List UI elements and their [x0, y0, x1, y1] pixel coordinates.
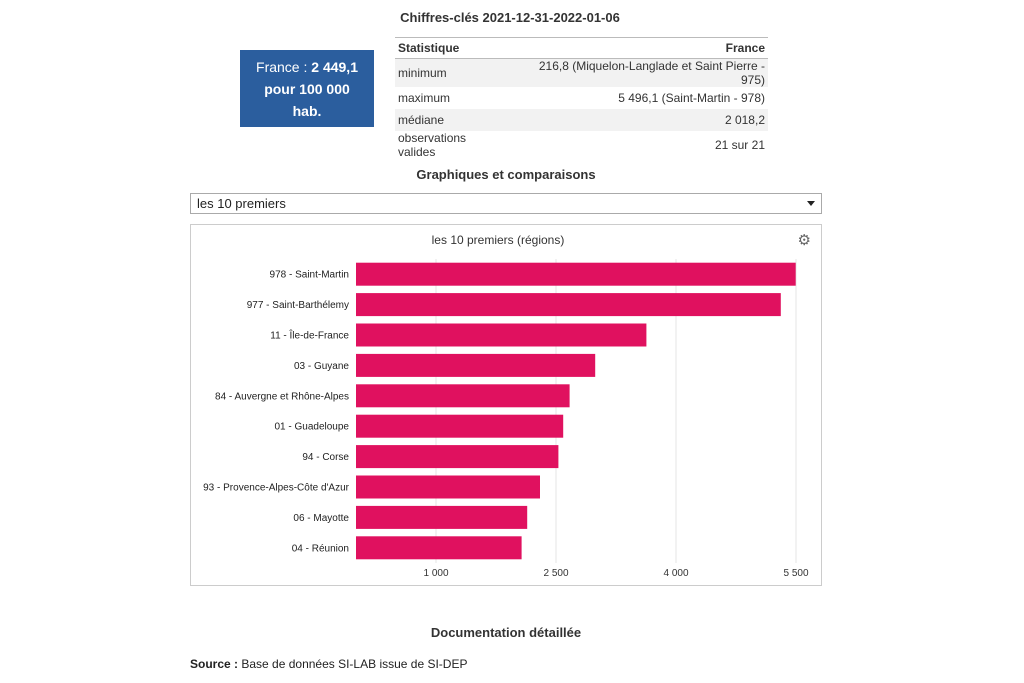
row-label: médiane [395, 109, 510, 131]
table-row: minimum 216,8 (Miquelon-Langlade et Sain… [395, 58, 768, 87]
category-label: 04 - Réunion [292, 543, 349, 554]
key-figures-table: Statistique France minimum 216,8 (Miquel… [395, 37, 768, 159]
bar [356, 293, 781, 317]
ranking-select-value: les 10 premiers [197, 196, 286, 211]
table-row: médiane 2 018,2 [395, 109, 768, 131]
ranking-select[interactable]: les 10 premiers [190, 193, 822, 214]
category-label: 977 - Saint-Barthélemy [247, 300, 349, 311]
chart-title: les 10 premiers (régions) [432, 233, 565, 247]
kpi-unit: pour 100 000 hab. [264, 81, 350, 119]
chevron-down-icon [807, 201, 815, 206]
bar [356, 505, 528, 529]
bar [356, 536, 522, 560]
bar [356, 384, 570, 408]
row-label: maximum [398, 91, 451, 105]
row-label: observations valides [398, 131, 467, 159]
bar-chart: les 10 premiers (régions) 1 000 2 500 4 000… [203, 233, 809, 579]
bar [356, 262, 796, 286]
x-tick-label: 1 000 [423, 568, 448, 579]
kpi-box: France : 2 449,1 pour 100 000 hab. [240, 50, 374, 127]
source-line: Source : Base de données SI-LAB issue de… [190, 657, 467, 671]
x-tick-label: 5 500 [783, 568, 808, 579]
category-label: 93 - Provence-Alpes-Côte d'Azur [203, 483, 350, 494]
comparisons-title: Graphiques et comparaisons [416, 167, 596, 182]
source-text: Base de données SI-LAB issue de SI-DEP [238, 657, 468, 671]
table-header-france: France [509, 37, 768, 59]
chart-container: ⚙ les 10 premiers (régions) 1 000 2 500 4 0… [190, 224, 822, 586]
category-label: 11 - Île-de-France [270, 329, 349, 342]
kpi-value: 2 449,1 [311, 59, 358, 75]
table-header-statistic: Statistique [395, 37, 510, 59]
category-label: 978 - Saint-Martin [270, 270, 349, 281]
table-row: observations valides 21 sur 21 [395, 131, 768, 159]
category-label: 84 - Auvergne et Rhône-Alpes [215, 391, 349, 402]
table-row: maximum 5 496,1 (Saint-Martin - 978) [395, 87, 768, 109]
category-label: 03 - Guyane [294, 361, 349, 372]
category-label: 94 - Corse [302, 452, 349, 463]
category-label: 01 - Guadeloupe [274, 422, 349, 433]
bar [356, 445, 559, 469]
x-tick-label: 2 500 [543, 568, 568, 579]
documentation-title[interactable]: Documentation détaillée [430, 625, 582, 640]
key-figures-title: Chiffres-clés 2021-12-31-2022-01-06 [400, 10, 620, 25]
bar [356, 414, 564, 438]
gear-icon[interactable]: ⚙ [797, 232, 811, 249]
row-label: minimum [395, 58, 510, 87]
row-value: 216,8 (Miquelon-Langlade et Saint Pierre… [509, 58, 768, 87]
source-label: Source : [190, 657, 239, 671]
row-value: 2 018,2 [509, 109, 768, 131]
kpi-prefix: France : [256, 59, 312, 75]
bar [356, 475, 540, 499]
bar [356, 353, 596, 377]
category-label: 06 - Mayotte [293, 513, 349, 524]
x-tick-label: 4 000 [663, 568, 688, 579]
row-value: 5 496,1 (Saint-Martin - 978) [618, 91, 765, 105]
row-value: 21 sur 21 [714, 138, 765, 152]
bar [356, 323, 647, 347]
